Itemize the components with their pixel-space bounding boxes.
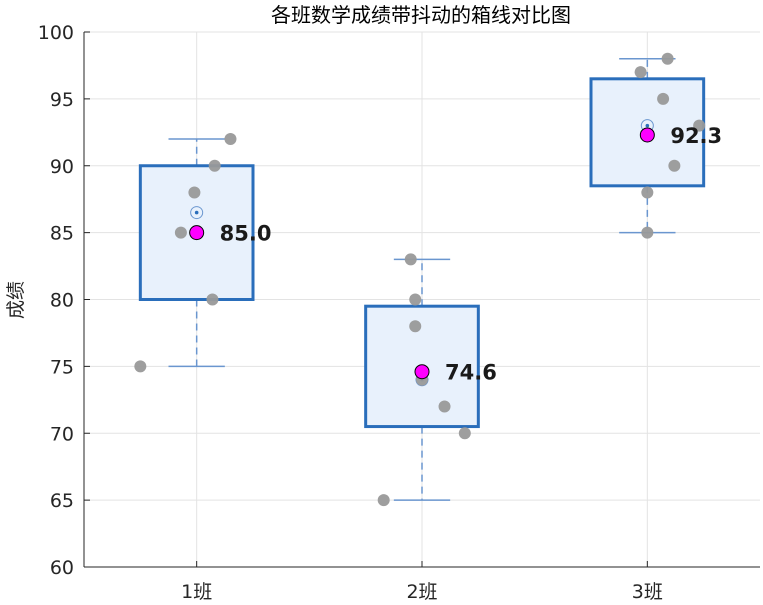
- y-tick-label: 90: [50, 156, 74, 178]
- data-point: [134, 360, 147, 373]
- data-point: [224, 133, 237, 145]
- data-point: [208, 159, 221, 172]
- y-tick-label: 75: [50, 356, 74, 378]
- data-point: [206, 293, 219, 306]
- chart-title: 各班数学成绩带抖动的箱线对比图: [271, 3, 571, 27]
- data-point: [641, 186, 654, 199]
- data-point: [188, 186, 201, 199]
- data-point: [409, 293, 422, 306]
- data-point: [634, 66, 647, 79]
- y-tick-label: 100: [38, 22, 74, 44]
- data-point: [404, 253, 417, 266]
- y-tick-label: 95: [50, 89, 74, 111]
- x-tick-label: 1班: [181, 581, 212, 603]
- x-tick-label: 2班: [406, 581, 437, 603]
- mean-label: 92.3: [670, 124, 722, 148]
- y-tick-label: 85: [50, 223, 74, 245]
- data-point: [438, 400, 451, 413]
- data-point: [661, 52, 674, 65]
- data-point: [657, 92, 670, 105]
- data-point: [174, 226, 187, 239]
- mean-marker: [189, 225, 205, 241]
- x-tick-label: 3班: [632, 581, 663, 603]
- data-point: [668, 159, 681, 172]
- data-point: [409, 320, 422, 333]
- median-dot: [194, 210, 199, 215]
- y-tick-label: 70: [50, 423, 74, 445]
- mean-marker: [414, 364, 430, 380]
- median-marker: [190, 206, 204, 220]
- data-point: [693, 119, 706, 132]
- median-dot: [645, 123, 650, 128]
- mean-label: 74.6: [445, 361, 497, 385]
- plot-area: 60 65 70 75 80 85 90 95 100 1班 2班 3班 85.0 74.6 92.3: [38, 22, 760, 603]
- y-tick-label: 65: [50, 490, 74, 512]
- data-point: [377, 494, 390, 507]
- y-axis-label: 成绩: [5, 281, 27, 319]
- data-point: [641, 226, 654, 239]
- y-tick-label: 80: [50, 290, 74, 312]
- mean-marker: [639, 127, 655, 143]
- y-tick-label: 60: [50, 557, 74, 579]
- mean-label: 85.0: [220, 222, 272, 246]
- data-point: [458, 427, 471, 440]
